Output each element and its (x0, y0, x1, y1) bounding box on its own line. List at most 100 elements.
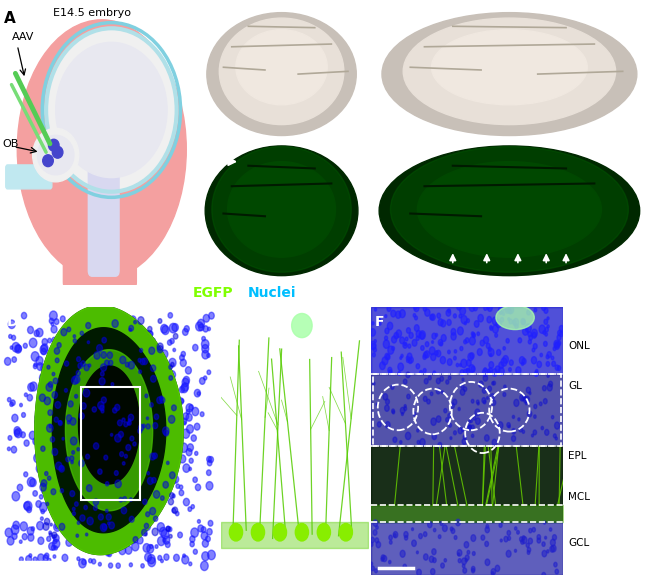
Circle shape (20, 540, 22, 543)
Circle shape (182, 555, 189, 564)
Circle shape (49, 311, 57, 321)
Circle shape (381, 555, 385, 560)
Circle shape (131, 471, 136, 477)
Circle shape (447, 320, 451, 325)
Circle shape (166, 483, 172, 490)
Circle shape (490, 393, 495, 400)
Circle shape (438, 319, 443, 326)
Circle shape (153, 438, 159, 446)
Circle shape (201, 532, 208, 540)
Circle shape (71, 461, 74, 464)
Ellipse shape (292, 314, 312, 338)
Circle shape (179, 490, 184, 496)
Circle shape (36, 464, 44, 473)
Circle shape (505, 305, 510, 312)
Circle shape (435, 351, 438, 356)
Circle shape (28, 534, 34, 541)
Circle shape (484, 336, 488, 343)
Circle shape (394, 534, 396, 537)
Bar (371, 374, 563, 446)
Circle shape (460, 307, 465, 315)
Circle shape (107, 352, 113, 358)
Circle shape (77, 357, 81, 362)
Circle shape (487, 317, 492, 323)
Circle shape (206, 482, 213, 490)
Circle shape (517, 530, 519, 534)
Circle shape (76, 533, 83, 542)
Circle shape (544, 341, 547, 346)
Circle shape (540, 402, 542, 406)
Circle shape (518, 338, 521, 343)
Circle shape (87, 424, 90, 428)
Circle shape (188, 507, 191, 511)
Circle shape (103, 337, 110, 346)
Circle shape (400, 310, 406, 318)
Circle shape (87, 343, 93, 352)
Ellipse shape (43, 155, 53, 167)
Circle shape (139, 424, 144, 431)
Circle shape (90, 376, 97, 386)
Circle shape (145, 553, 152, 561)
Circle shape (424, 309, 430, 316)
Circle shape (151, 489, 157, 496)
Circle shape (164, 430, 169, 436)
Circle shape (55, 525, 59, 529)
Circle shape (180, 386, 184, 393)
Circle shape (40, 483, 46, 491)
Circle shape (404, 343, 406, 346)
Circle shape (376, 403, 378, 406)
Circle shape (475, 418, 480, 425)
Circle shape (33, 437, 38, 445)
Circle shape (542, 550, 547, 557)
Ellipse shape (391, 146, 628, 272)
Circle shape (385, 336, 387, 340)
Circle shape (55, 460, 61, 468)
Circle shape (22, 533, 27, 540)
Circle shape (204, 376, 207, 380)
Circle shape (52, 532, 57, 538)
Circle shape (132, 540, 135, 543)
Circle shape (207, 456, 212, 462)
Ellipse shape (296, 523, 309, 541)
Circle shape (49, 505, 55, 512)
Circle shape (178, 398, 184, 404)
Circle shape (40, 374, 46, 382)
Circle shape (87, 485, 92, 492)
Circle shape (468, 425, 472, 430)
Circle shape (115, 480, 121, 488)
Circle shape (109, 367, 115, 372)
Circle shape (537, 538, 540, 543)
Circle shape (161, 496, 164, 500)
Circle shape (409, 332, 413, 338)
Circle shape (139, 349, 143, 352)
Circle shape (123, 476, 129, 483)
Circle shape (519, 537, 523, 541)
Circle shape (48, 398, 53, 404)
Circle shape (385, 353, 389, 360)
Circle shape (120, 356, 126, 364)
Circle shape (469, 303, 475, 311)
Circle shape (430, 569, 435, 575)
Circle shape (13, 521, 20, 529)
Circle shape (132, 387, 135, 391)
Circle shape (55, 345, 60, 350)
Circle shape (464, 369, 467, 374)
Circle shape (156, 415, 163, 425)
Circle shape (512, 415, 514, 418)
Text: E: E (226, 315, 235, 329)
Circle shape (159, 471, 163, 474)
Circle shape (102, 524, 107, 530)
Circle shape (460, 383, 464, 388)
Circle shape (98, 529, 101, 534)
Circle shape (117, 420, 122, 426)
Circle shape (105, 547, 110, 554)
Circle shape (414, 304, 419, 311)
Circle shape (152, 453, 158, 458)
Circle shape (436, 378, 440, 384)
Circle shape (53, 535, 59, 541)
Circle shape (138, 358, 141, 362)
Circle shape (137, 493, 145, 503)
Circle shape (521, 397, 524, 400)
Circle shape (36, 357, 43, 365)
Circle shape (81, 403, 86, 409)
